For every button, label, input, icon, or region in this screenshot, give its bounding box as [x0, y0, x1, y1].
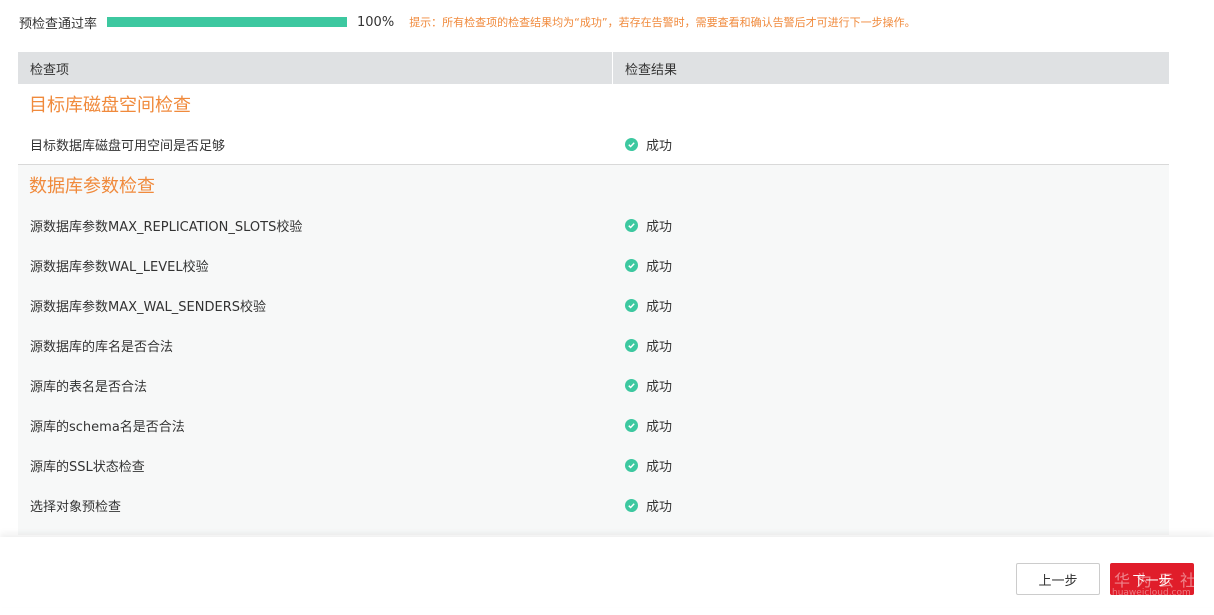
prev-button[interactable]: 上一步 — [1016, 563, 1100, 595]
check-item: 选择对象预检查 — [30, 499, 122, 515]
success-check-icon — [625, 338, 638, 352]
progress-value: 100% — [357, 14, 395, 30]
check-item: 源数据库参数MAX_WAL_SENDERS校验 — [30, 299, 266, 315]
check-item: 源库的SSL状态检查 — [30, 459, 145, 475]
success-check-icon — [625, 498, 638, 512]
check-item: 目标数据库磁盘可用空间是否足够 — [30, 138, 226, 154]
check-item: 源库的schema名是否合法 — [30, 419, 185, 435]
section-title: 目标库磁盘空间检查 — [29, 95, 191, 116]
check-result: 成功 — [613, 256, 672, 275]
progress-fill — [107, 17, 348, 27]
progress-area: 预检查通过率 100% 提示：所有检查项的检查结果均为“成功”，若存在告警时，需… — [19, 12, 916, 32]
table-section: 目标库磁盘空间检查 目标数据库磁盘可用空间是否足够 成功 — [18, 84, 1169, 164]
result-text: 成功 — [646, 219, 673, 235]
header-check-result: 检查结果 — [625, 62, 678, 78]
table-row: 目标数据库磁盘可用空间是否足够 成功 — [18, 124, 1169, 164]
check-item: 源数据库参数WAL_LEVEL校验 — [30, 259, 209, 275]
success-check-icon — [625, 298, 638, 312]
success-check-icon — [625, 458, 638, 472]
table-row: 源库的表名是否合法 成功 — [18, 365, 1169, 405]
check-table: 检查项 检查结果 目标库磁盘空间检查 目标数据库磁盘可用空间是否足够 成功 数据… — [18, 52, 1169, 535]
result-text: 成功 — [646, 459, 673, 475]
check-result: 成功 — [613, 456, 672, 475]
check-result: 成功 — [613, 296, 672, 315]
result-text: 成功 — [646, 339, 673, 355]
table-row: 源数据库参数MAX_REPLICATION_SLOTS校验 成功 — [18, 205, 1169, 245]
check-item: 源数据库参数MAX_REPLICATION_SLOTS校验 — [30, 219, 303, 235]
success-check-icon — [625, 258, 638, 272]
check-result: 成功 — [613, 376, 672, 395]
check-result: 成功 — [613, 496, 672, 515]
next-button[interactable]: 下一步 — [1110, 563, 1194, 595]
tip-text: 提示：所有检查项的检查结果均为“成功”，若存在告警时，需要查看和确认告警后才可进… — [409, 16, 916, 29]
success-check-icon — [625, 137, 638, 151]
table-row: 源库的SSL状态检查 成功 — [18, 445, 1169, 485]
table-row: 源数据库参数MAX_WAL_SENDERS校验 成功 — [18, 285, 1169, 325]
table-row: 源库的schema名是否合法 成功 — [18, 405, 1169, 445]
table-row: 源数据库参数WAL_LEVEL校验 成功 — [18, 245, 1169, 285]
result-text: 成功 — [646, 379, 673, 395]
result-text: 成功 — [646, 138, 673, 154]
success-check-icon — [625, 218, 638, 232]
table-row: 源数据库的库名是否合法 成功 — [18, 325, 1169, 365]
footer: 上一步 下一步 — [0, 537, 1214, 607]
header-check-item: 检查项 — [18, 52, 613, 84]
table-section: 数据库参数检查 源数据库参数MAX_REPLICATION_SLOTS校验 成功… — [18, 164, 1169, 535]
table-header: 检查项 检查结果 — [18, 52, 1169, 84]
progress-bar — [107, 17, 348, 27]
section-title: 数据库参数检查 — [29, 176, 155, 197]
check-result: 成功 — [613, 135, 672, 154]
table-row: 选择对象预检查 成功 — [18, 485, 1169, 525]
result-text: 成功 — [646, 419, 673, 435]
check-result: 成功 — [613, 216, 672, 235]
result-text: 成功 — [646, 499, 673, 515]
check-result: 成功 — [613, 416, 672, 435]
result-text: 成功 — [646, 259, 673, 275]
success-check-icon — [625, 418, 638, 432]
check-item: 源库的表名是否合法 — [30, 379, 148, 395]
success-check-icon — [625, 378, 638, 392]
check-item: 源数据库的库名是否合法 — [30, 339, 174, 355]
result-text: 成功 — [646, 299, 673, 315]
check-result: 成功 — [613, 336, 672, 355]
progress-label: 预检查通过率 — [19, 16, 98, 32]
